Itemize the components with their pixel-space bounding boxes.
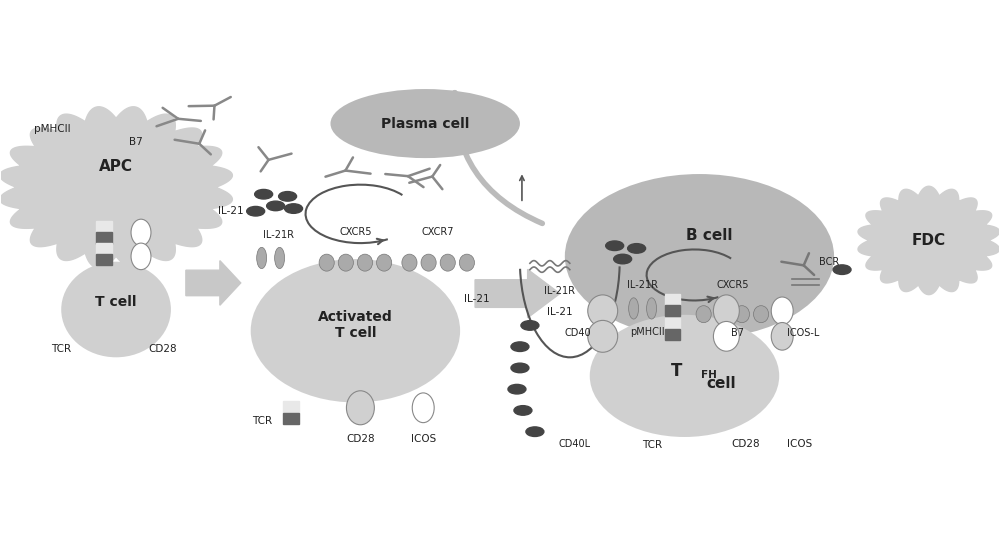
Circle shape — [511, 342, 529, 351]
Text: TCR: TCR — [253, 416, 273, 426]
Bar — [96, 243, 112, 254]
Ellipse shape — [131, 219, 151, 246]
Text: CXCR7: CXCR7 — [422, 227, 454, 237]
Ellipse shape — [440, 254, 455, 271]
Ellipse shape — [715, 305, 730, 323]
Ellipse shape — [257, 247, 267, 269]
Ellipse shape — [565, 174, 834, 339]
Text: IL-21: IL-21 — [218, 206, 244, 216]
Text: Plasma cell: Plasma cell — [381, 116, 469, 131]
Text: B7: B7 — [129, 137, 143, 147]
Text: CD40: CD40 — [564, 328, 591, 338]
Bar — [665, 318, 680, 329]
Text: IL-21: IL-21 — [547, 307, 573, 317]
Ellipse shape — [771, 297, 793, 325]
Text: Activated: Activated — [318, 310, 393, 325]
Ellipse shape — [421, 254, 436, 271]
Text: CD28: CD28 — [346, 434, 375, 444]
Ellipse shape — [713, 295, 739, 327]
Text: pMHCII: pMHCII — [34, 124, 71, 134]
Circle shape — [247, 207, 265, 216]
Circle shape — [614, 254, 632, 264]
Polygon shape — [858, 186, 1000, 295]
Text: B cell: B cell — [686, 227, 733, 242]
Circle shape — [267, 201, 285, 211]
Circle shape — [508, 384, 526, 394]
Text: BCR: BCR — [819, 257, 839, 267]
Bar — [665, 305, 680, 316]
Bar — [96, 254, 112, 265]
Ellipse shape — [696, 305, 711, 323]
Bar — [96, 232, 112, 244]
Text: ICOS: ICOS — [411, 434, 436, 444]
Circle shape — [279, 192, 297, 201]
Circle shape — [833, 265, 851, 274]
Ellipse shape — [753, 305, 769, 323]
Ellipse shape — [713, 321, 739, 351]
Text: TCR: TCR — [642, 439, 663, 450]
Text: CD28: CD28 — [148, 344, 177, 355]
Circle shape — [521, 320, 539, 330]
Circle shape — [511, 363, 529, 373]
Text: IL-21R: IL-21R — [544, 286, 575, 296]
Ellipse shape — [251, 259, 460, 403]
Circle shape — [606, 241, 624, 250]
Ellipse shape — [275, 247, 285, 269]
Text: T: T — [671, 362, 682, 380]
Circle shape — [628, 244, 646, 253]
Text: FDC: FDC — [912, 233, 946, 248]
Ellipse shape — [588, 320, 618, 352]
Text: IL-21R: IL-21R — [263, 231, 294, 240]
Text: CXCR5: CXCR5 — [339, 227, 372, 237]
Circle shape — [526, 427, 544, 436]
Ellipse shape — [330, 89, 520, 158]
Text: IL-21: IL-21 — [464, 294, 490, 304]
Ellipse shape — [61, 262, 171, 357]
Ellipse shape — [412, 393, 434, 422]
Bar — [283, 402, 299, 413]
Ellipse shape — [402, 254, 417, 271]
Bar — [283, 413, 299, 423]
Text: IL-21R: IL-21R — [627, 280, 658, 290]
Text: cell: cell — [706, 376, 736, 391]
Text: CD40L: CD40L — [559, 438, 591, 449]
Ellipse shape — [588, 295, 618, 327]
Text: CD28: CD28 — [731, 438, 760, 449]
Text: CXCR5: CXCR5 — [716, 280, 749, 290]
Text: ICOS: ICOS — [787, 438, 812, 449]
Text: B7: B7 — [731, 328, 744, 338]
Text: T cell: T cell — [95, 295, 137, 309]
Ellipse shape — [734, 305, 750, 323]
Text: pMHCII: pMHCII — [630, 327, 665, 337]
Bar — [665, 329, 680, 340]
Ellipse shape — [131, 243, 151, 270]
Polygon shape — [0, 107, 232, 268]
Bar — [665, 294, 680, 305]
Text: TCR: TCR — [51, 344, 71, 355]
Text: APC: APC — [99, 159, 133, 174]
Polygon shape — [186, 261, 241, 305]
Bar — [96, 221, 112, 232]
Ellipse shape — [647, 298, 657, 319]
Ellipse shape — [319, 254, 334, 271]
Circle shape — [514, 406, 532, 415]
Polygon shape — [475, 269, 560, 318]
Ellipse shape — [771, 323, 793, 350]
Text: T cell: T cell — [335, 326, 376, 340]
Ellipse shape — [377, 254, 392, 271]
Ellipse shape — [338, 254, 353, 271]
Text: FH: FH — [701, 370, 717, 380]
Ellipse shape — [590, 315, 779, 437]
Ellipse shape — [459, 254, 474, 271]
Ellipse shape — [346, 391, 374, 425]
Ellipse shape — [629, 298, 639, 319]
Circle shape — [285, 204, 303, 214]
Circle shape — [255, 190, 273, 199]
Ellipse shape — [357, 254, 373, 271]
Text: ICOS-L: ICOS-L — [787, 328, 820, 338]
